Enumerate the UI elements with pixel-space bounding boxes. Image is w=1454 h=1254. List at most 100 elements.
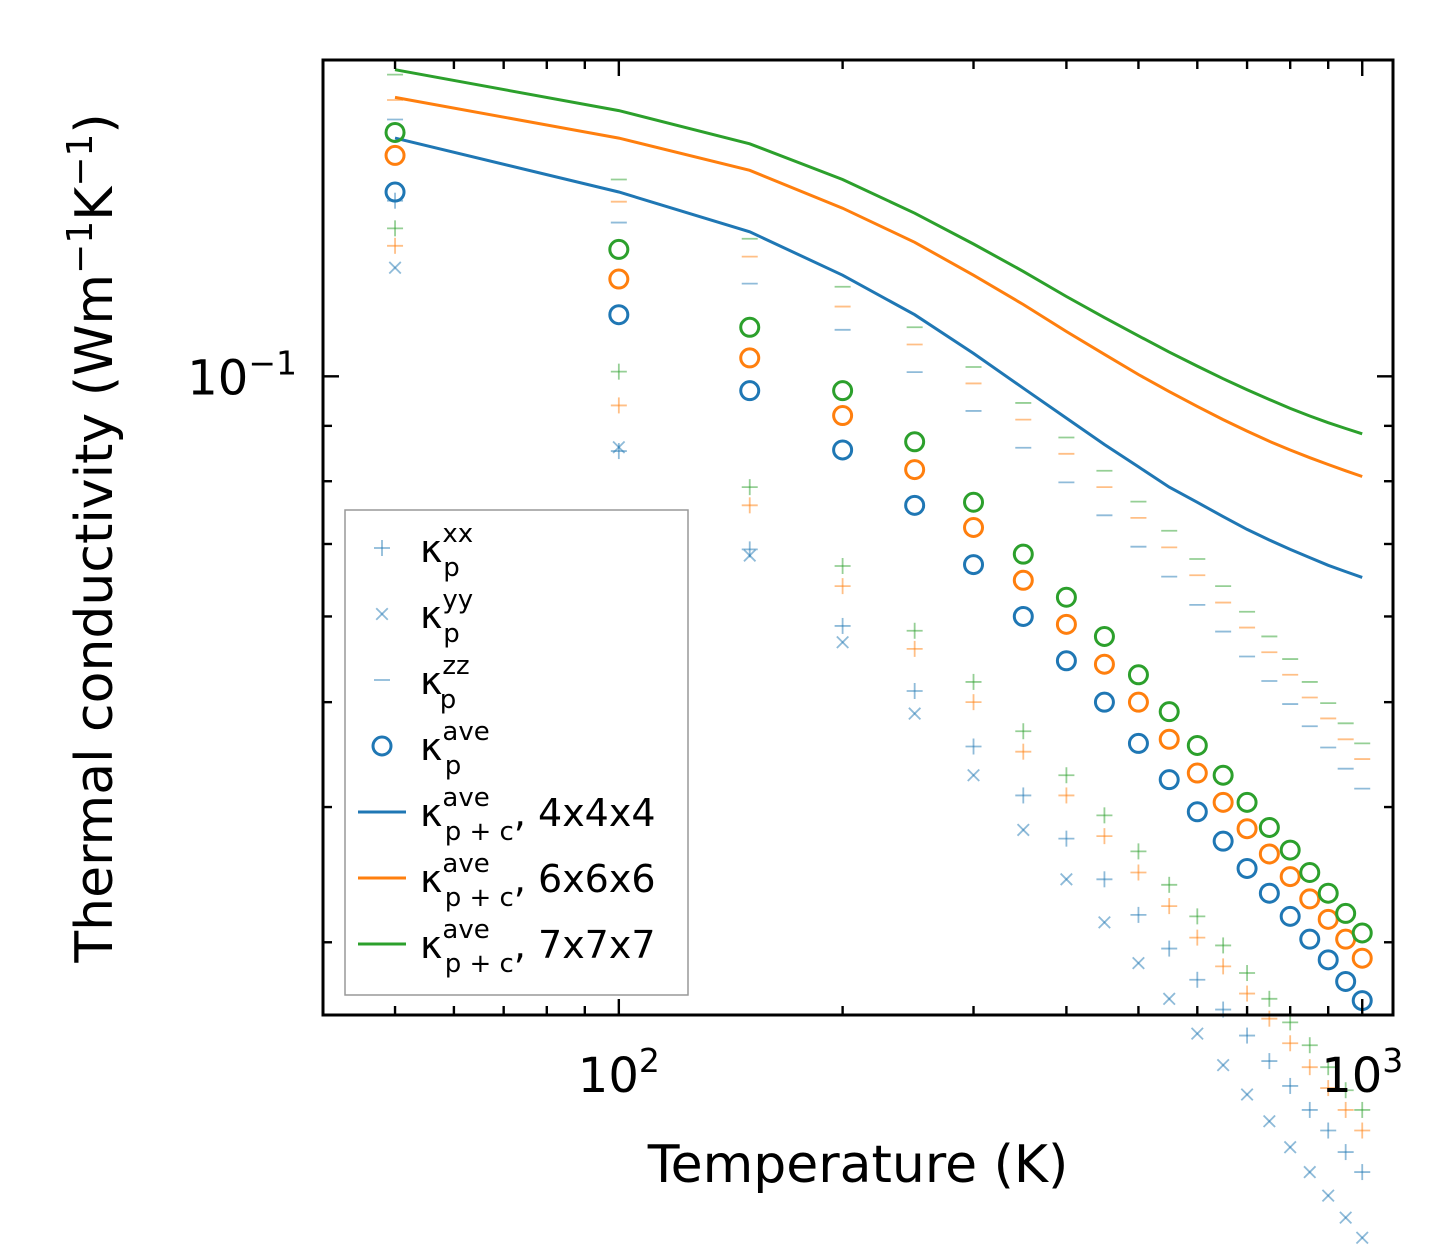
point-kappa-p-ave-500 xyxy=(1127,732,1149,754)
legend-label: κave p xyxy=(420,717,490,781)
point-kappa-p-ave-7x7x7-300 xyxy=(963,491,985,513)
series-kappa-p-zz-7x7x7 xyxy=(387,73,1371,745)
point-kappa-p-yy-800-d2 xyxy=(1283,1140,1297,1154)
point-kappa-p-ave-600 xyxy=(1186,801,1208,823)
x-tick-label-exp: 2 xyxy=(639,1041,660,1080)
point-kappa-p-yy-1000 xyxy=(1355,1231,1369,1245)
point-kappa-p-ave-400 xyxy=(1055,650,1077,672)
point-kappa-p-xx-7x7x7-750 xyxy=(1261,990,1278,1007)
y-tick-label-base: 10 xyxy=(187,350,248,406)
point-kappa-p-ave-6x6x6-50 xyxy=(384,144,406,166)
point-kappa-p-xx-7x7x7-50 xyxy=(387,220,404,237)
point-kappa-p-xx-7x7x7-300 xyxy=(965,673,982,690)
point-kappa-p-xx-800 xyxy=(1282,1077,1299,1094)
point-kappa-p-ave-6x6x6-200 xyxy=(832,405,854,427)
legend-sub: p xyxy=(443,619,460,649)
point-kappa-p-yy-450 xyxy=(1098,915,1111,929)
line-kappa-p-c-ave-6x6x6 xyxy=(394,95,1363,478)
point-kappa-p-yy-50 xyxy=(388,261,402,275)
point-kappa-p-xx-300 xyxy=(965,738,982,755)
point-kappa-p-ave-7x7x7-700 xyxy=(1236,791,1258,813)
point-kappa-p-xx-350 xyxy=(1015,787,1032,804)
point-kappa-p-yy-300-d2 xyxy=(967,768,980,782)
point-kappa-p-yy-700 xyxy=(1240,1088,1254,1101)
point-kappa-p-xx-6x6x6-450 xyxy=(1096,828,1113,845)
point-kappa-p-yy-500-d2 xyxy=(1132,956,1145,970)
point-kappa-p-yy-350 xyxy=(1016,823,1030,837)
plot-frame xyxy=(321,58,1395,1017)
series-kappa-p-c-ave-6x6x6 xyxy=(394,95,1363,478)
point-kappa-p-ave-6x6x6-250 xyxy=(904,459,926,481)
point-kappa-p-yy-50-d2 xyxy=(388,261,402,275)
legend-sub: p xyxy=(445,751,462,781)
point-kappa-p-ave-7x7x7-600 xyxy=(1186,734,1208,756)
point-kappa-p-yy-750 xyxy=(1262,1114,1276,1128)
point-kappa-p-ave-150 xyxy=(739,380,761,402)
point-kappa-p-xx-7x7x7-550 xyxy=(1161,876,1178,893)
point-kappa-p-ave-7x7x7-400 xyxy=(1055,586,1077,608)
point-kappa-p-xx-7x7x7-1000 xyxy=(1354,1101,1371,1118)
y-axis-label: Thermal conductivity (Wm−1K−1) xyxy=(60,113,125,963)
point-kappa-p-yy-600-d2 xyxy=(1190,1027,1204,1041)
point-kappa-p-ave-700 xyxy=(1236,857,1258,879)
point-kappa-p-xx-6x6x6-650 xyxy=(1215,958,1232,975)
point-kappa-p-ave-6x6x6-350 xyxy=(1012,569,1034,591)
point-kappa-p-yy-100 xyxy=(612,440,626,454)
legend-sup: ave xyxy=(442,783,489,813)
point-kappa-p-yy-200-d2 xyxy=(836,635,850,649)
point-kappa-p-xx-6x6x6-750 xyxy=(1261,1010,1278,1027)
point-kappa-p-yy-500 xyxy=(1132,956,1145,970)
legend-sub: p + c xyxy=(445,817,514,847)
point-kappa-p-ave-7x7x7-150 xyxy=(739,316,761,338)
legend-entry-7: κave p + c, 7x7x7 xyxy=(358,915,656,979)
point-kappa-p-xx-6x6x6-1000 xyxy=(1354,1122,1371,1139)
point-kappa-p-xx-550 xyxy=(1161,940,1178,957)
legend-entry-1: κxx p xyxy=(374,519,473,583)
point-kappa-p-yy-150 xyxy=(743,549,757,562)
point-kappa-p-ave-450 xyxy=(1093,691,1115,713)
legend-entry-2: κyy p xyxy=(375,585,473,649)
point-kappa-p-ave-7x7x7-900 xyxy=(1317,882,1339,904)
legend-sup: zz xyxy=(442,651,469,681)
series-kappa-p-xx-7x7x7 xyxy=(387,220,1371,1118)
legend-marker-swatch xyxy=(375,607,389,621)
point-kappa-p-xx-7x7x7-150 xyxy=(741,479,758,496)
point-kappa-p-xx-400 xyxy=(1058,830,1075,847)
point-kappa-p-ave-6x6x6-750 xyxy=(1258,843,1280,865)
legend-sup: ave xyxy=(442,915,489,945)
legend-symbol: κ xyxy=(420,659,442,703)
point-kappa-p-ave-7x7x7-1000 xyxy=(1351,922,1373,944)
point-kappa-p-xx-7x7x7-800 xyxy=(1282,1014,1299,1031)
point-kappa-p-xx-6x6x6-150 xyxy=(741,497,758,514)
point-kappa-p-ave-7x7x7-350 xyxy=(1012,543,1034,565)
point-kappa-p-xx-900 xyxy=(1320,1122,1337,1139)
legend-symbol: κ xyxy=(420,593,442,637)
series-kappa-p-zz-6x6x6 xyxy=(387,99,1371,760)
point-kappa-p-yy-250 xyxy=(908,707,922,720)
legend-symbol: κ xyxy=(420,857,442,901)
point-kappa-p-yy-950-d2 xyxy=(1339,1211,1353,1225)
point-kappa-p-xx-500 xyxy=(1130,906,1147,923)
point-kappa-p-xx-7x7x7-850 xyxy=(1301,1037,1318,1054)
point-kappa-p-xx-700 xyxy=(1239,1027,1256,1044)
series-kappa-p-yy xyxy=(388,261,1369,1245)
y-axis-label-exp2: −1 xyxy=(60,134,101,187)
point-kappa-p-yy-900-d2 xyxy=(1321,1189,1335,1203)
legend-entry-4: κave p xyxy=(371,717,490,781)
point-kappa-p-ave-750 xyxy=(1258,882,1280,904)
point-kappa-p-xx-7x7x7-100 xyxy=(610,363,627,380)
point-kappa-p-xx-200 xyxy=(834,617,851,634)
point-kappa-p-ave-6x6x6-150 xyxy=(739,347,761,369)
point-kappa-p-yy-800 xyxy=(1283,1140,1297,1154)
legend-symbol: κ xyxy=(420,725,442,769)
legend-sub: p + c xyxy=(445,949,514,979)
point-kappa-p-ave-6x6x6-600 xyxy=(1186,762,1208,784)
point-kappa-p-yy-1000-d2 xyxy=(1355,1231,1369,1245)
legend-sub: p xyxy=(443,553,460,583)
point-kappa-p-xx-6x6x6-550 xyxy=(1161,898,1178,915)
point-kappa-p-ave-6x6x6-400 xyxy=(1055,613,1077,635)
series-kappa-p-ave xyxy=(384,181,1373,1012)
legend-symbol: κ xyxy=(420,923,442,967)
series-kappa-p-c-ave-4x4x4 xyxy=(394,136,1363,579)
